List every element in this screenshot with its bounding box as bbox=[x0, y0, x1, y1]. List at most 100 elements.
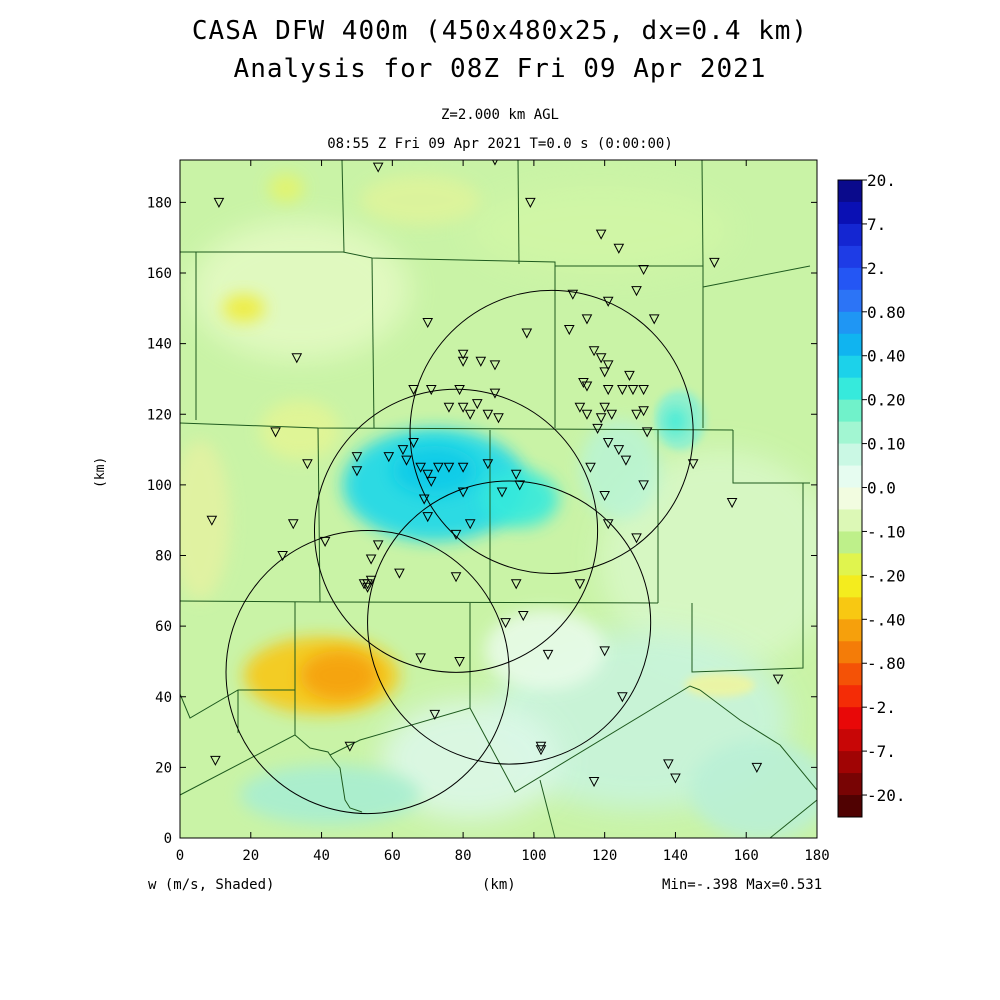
station-marker bbox=[588, 346, 600, 357]
station-marker bbox=[602, 296, 614, 307]
station-marker bbox=[772, 674, 784, 685]
y-tick-label: 120 bbox=[147, 407, 172, 423]
colorbar-label: 0.10 bbox=[867, 435, 906, 454]
station-marker bbox=[425, 476, 437, 487]
station-marker bbox=[631, 286, 642, 297]
station-marker bbox=[595, 353, 607, 364]
station-marker bbox=[517, 611, 529, 622]
station-marker bbox=[595, 229, 607, 240]
station-marker bbox=[638, 385, 649, 396]
plot-frame bbox=[179, 159, 818, 839]
station-marker bbox=[670, 773, 681, 784]
station-marker bbox=[344, 741, 356, 752]
station-marker bbox=[471, 399, 483, 410]
station-marker bbox=[418, 494, 430, 505]
station-marker bbox=[563, 325, 575, 336]
station-marker bbox=[429, 709, 441, 720]
colorbar-swatch bbox=[838, 553, 862, 576]
station-marker bbox=[383, 452, 395, 463]
station-marker bbox=[602, 360, 614, 371]
station-marker bbox=[709, 257, 720, 268]
colorbar-swatch bbox=[838, 377, 862, 401]
station-marker bbox=[372, 162, 384, 173]
x-tick-label: 20 bbox=[242, 848, 259, 864]
colorbar-label: -20. bbox=[867, 786, 906, 805]
colorbar-swatch bbox=[838, 399, 862, 423]
colorbar-swatch bbox=[838, 289, 862, 313]
station-marker bbox=[617, 385, 628, 396]
station-marker bbox=[457, 402, 469, 413]
field-texture bbox=[180, 175, 817, 838]
colorbar-label: -.10 bbox=[867, 522, 906, 541]
station-marker bbox=[521, 328, 533, 339]
station-marker bbox=[475, 356, 487, 367]
chart-subtitle-height: Z=2.000 km AGL bbox=[440, 107, 559, 123]
downdraft-region-1 bbox=[300, 650, 379, 701]
station-marker bbox=[433, 462, 444, 473]
colorbar-label: 7. bbox=[867, 215, 886, 234]
station-marker bbox=[620, 455, 632, 466]
colorbar-label: 2. bbox=[867, 259, 886, 278]
colorbar-swatch bbox=[838, 443, 862, 467]
station-marker bbox=[422, 317, 434, 329]
station-marker bbox=[362, 579, 373, 590]
updraft-region-2 bbox=[480, 470, 559, 528]
station-marker bbox=[631, 409, 642, 420]
colorbar-label: -.20 bbox=[867, 566, 906, 585]
station-marker bbox=[415, 462, 426, 473]
station-marker bbox=[581, 381, 593, 392]
colorbar-swatch bbox=[838, 575, 862, 598]
colorbar-swatch bbox=[838, 685, 862, 708]
station-marker bbox=[599, 367, 610, 378]
station-marker bbox=[606, 409, 618, 420]
station-marker bbox=[581, 409, 593, 420]
chart-subtitle-time: 08:55 Z Fri 09 Apr 2021 T=0.0 s (0:00:00… bbox=[327, 136, 673, 152]
colorbar-label: 0.0 bbox=[867, 479, 896, 498]
colorbar-swatch bbox=[838, 223, 862, 247]
station-marker bbox=[464, 519, 476, 530]
y-axis-label: (km) bbox=[93, 456, 108, 488]
updraft-region-3 bbox=[664, 407, 687, 436]
colorbar-label: 20. bbox=[867, 171, 896, 190]
x-axis-label: (km) bbox=[482, 877, 516, 893]
y-tick-label: 100 bbox=[147, 478, 172, 494]
station-marker bbox=[351, 466, 363, 477]
station-marker bbox=[401, 455, 412, 466]
station-marker bbox=[542, 649, 554, 660]
station-marker bbox=[638, 480, 649, 491]
station-marker bbox=[510, 579, 522, 590]
y-tick-label: 40 bbox=[155, 690, 172, 706]
downdraft-region-2 bbox=[222, 294, 265, 323]
station-marker bbox=[408, 438, 419, 449]
station-marker bbox=[365, 575, 377, 586]
station-marker bbox=[581, 314, 593, 325]
station-marker bbox=[613, 243, 625, 254]
colorbar-label: 0.40 bbox=[867, 347, 906, 366]
station-marker bbox=[627, 385, 639, 396]
station-marker bbox=[362, 582, 373, 593]
station-marker bbox=[602, 519, 614, 530]
station-marker bbox=[624, 370, 635, 381]
station-marker bbox=[270, 427, 281, 438]
radar-ring-2 bbox=[367, 480, 652, 765]
x-tick-label: 160 bbox=[734, 848, 759, 864]
x-tick-label: 180 bbox=[804, 848, 829, 864]
colorbar-frame bbox=[837, 179, 863, 818]
x-tick-label: 60 bbox=[384, 848, 401, 864]
station-marker bbox=[599, 490, 610, 502]
x-tick-label: 40 bbox=[313, 848, 330, 864]
station-marker bbox=[500, 618, 511, 629]
colorbar-label: 0.80 bbox=[867, 303, 906, 322]
station-marker bbox=[638, 406, 649, 417]
colorbar-swatch bbox=[838, 619, 862, 642]
station-marker bbox=[482, 459, 494, 470]
station-marker bbox=[592, 423, 603, 434]
station-marker bbox=[588, 777, 600, 788]
station-markers bbox=[206, 160, 784, 788]
station-marker bbox=[450, 572, 462, 583]
station-marker bbox=[574, 402, 586, 413]
field-variable-label: w (m/s, Shaded) bbox=[148, 877, 275, 893]
x-tick-label: 100 bbox=[521, 848, 546, 864]
y-tick-label: 20 bbox=[155, 760, 172, 776]
x-axis: 0 20 40 60 80 100 120 140 160 180 bbox=[176, 160, 830, 864]
